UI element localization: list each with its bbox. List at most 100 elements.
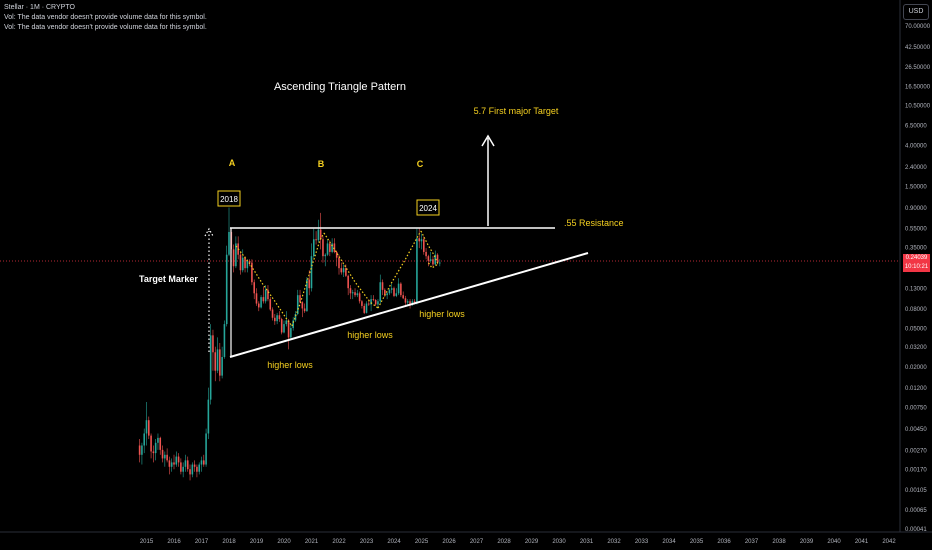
peak-label-a: A xyxy=(229,158,236,168)
year-tick-label: 2038 xyxy=(772,539,786,545)
candle xyxy=(324,253,327,267)
candle-body xyxy=(186,460,189,470)
year-tick-label: 2039 xyxy=(800,539,814,545)
candle-body xyxy=(301,302,304,309)
candle xyxy=(212,329,214,371)
candle-body xyxy=(209,335,212,400)
candle-body xyxy=(143,433,146,446)
candle-body xyxy=(244,257,246,269)
candle-body xyxy=(246,260,249,269)
currency-unit-button[interactable]: USD xyxy=(903,4,929,20)
candle xyxy=(400,282,402,298)
candle xyxy=(138,439,141,463)
candle xyxy=(189,464,191,481)
candle xyxy=(164,451,166,467)
peak-label-b: B xyxy=(318,159,325,169)
candle-body xyxy=(212,335,214,353)
candle-body xyxy=(175,456,178,465)
candle-body xyxy=(159,437,162,450)
candle xyxy=(200,456,203,472)
candle xyxy=(182,462,184,478)
candle-body xyxy=(349,288,352,294)
year-tick-label: 2036 xyxy=(717,539,731,545)
swing-path-c-up xyxy=(377,230,422,309)
candle-body xyxy=(251,262,253,283)
year-tick-label: 2027 xyxy=(470,539,484,545)
candle-body xyxy=(296,295,299,315)
candle-body xyxy=(317,229,320,241)
candle-body xyxy=(400,283,402,296)
candle-body xyxy=(257,303,260,308)
candle xyxy=(159,436,162,455)
candle xyxy=(379,274,382,304)
price-tick-label: 26.50000 xyxy=(905,65,931,71)
candle-body xyxy=(416,238,418,304)
candle xyxy=(301,301,304,318)
year-tick-label: 2023 xyxy=(360,539,374,545)
price-tick-label: 0.00041 xyxy=(905,527,927,533)
candle xyxy=(429,251,432,263)
price-tick-label: 0.08000 xyxy=(905,307,927,313)
price-tick-label: 42.50000 xyxy=(905,45,931,51)
candle-body xyxy=(241,257,244,271)
candle-body xyxy=(404,298,407,303)
candle-body xyxy=(294,314,297,321)
candle xyxy=(342,264,345,278)
candle xyxy=(425,248,427,260)
year-tick-label: 2040 xyxy=(827,539,841,545)
year-box-2024: 2024 xyxy=(419,204,437,213)
candle xyxy=(374,299,377,306)
time-axis[interactable]: 2015 2016 2017 2018 2019 2020 2021 2022 2023 2024… xyxy=(140,539,897,545)
candle-body xyxy=(372,299,375,300)
candle xyxy=(154,439,157,461)
candle-body xyxy=(200,460,203,465)
candle xyxy=(386,291,388,300)
candle-body xyxy=(356,293,359,296)
ascending-support-line[interactable] xyxy=(229,252,589,358)
candle xyxy=(239,251,242,275)
candle xyxy=(246,259,249,273)
candle-body xyxy=(299,295,301,303)
candle xyxy=(358,291,361,304)
candle xyxy=(143,428,146,454)
candle xyxy=(177,453,180,467)
candle-body xyxy=(409,301,411,305)
candle-body xyxy=(345,268,347,276)
candle xyxy=(308,270,311,296)
candle-body xyxy=(427,256,430,261)
candle xyxy=(365,301,368,314)
year-tick-label: 2033 xyxy=(635,539,649,545)
candle-body xyxy=(354,292,356,296)
candle-body xyxy=(280,319,283,333)
candle xyxy=(347,274,349,296)
candle-body xyxy=(170,462,173,467)
candle xyxy=(173,454,175,470)
candle xyxy=(198,462,201,475)
candle xyxy=(333,238,336,254)
candle xyxy=(152,445,155,463)
candle-body xyxy=(276,315,278,322)
candle xyxy=(241,249,244,273)
year-tick-label: 2037 xyxy=(745,539,759,545)
candle-body xyxy=(180,462,182,472)
candle xyxy=(381,279,384,296)
price-tick-label: 0.00105 xyxy=(905,488,927,494)
candle-body xyxy=(322,239,324,257)
candle-body xyxy=(439,262,441,264)
candle xyxy=(145,402,148,446)
candle xyxy=(351,289,354,300)
year-tick-label: 2020 xyxy=(277,539,291,545)
price-scale[interactable]: 70.00000 42.50000 26.50000 16.50000 10.50000… xyxy=(905,24,931,533)
candle-body xyxy=(384,289,386,296)
candle-body xyxy=(157,437,159,443)
price-tick-label: 2.40000 xyxy=(905,165,927,171)
candle xyxy=(262,286,265,304)
candle xyxy=(235,236,237,269)
candle xyxy=(278,311,281,322)
year-tick-label: 2024 xyxy=(387,539,401,545)
candle xyxy=(141,442,143,465)
year-tick-label: 2031 xyxy=(580,539,594,545)
candle xyxy=(296,289,299,316)
resistance-label: .55 Resistance xyxy=(564,218,624,228)
